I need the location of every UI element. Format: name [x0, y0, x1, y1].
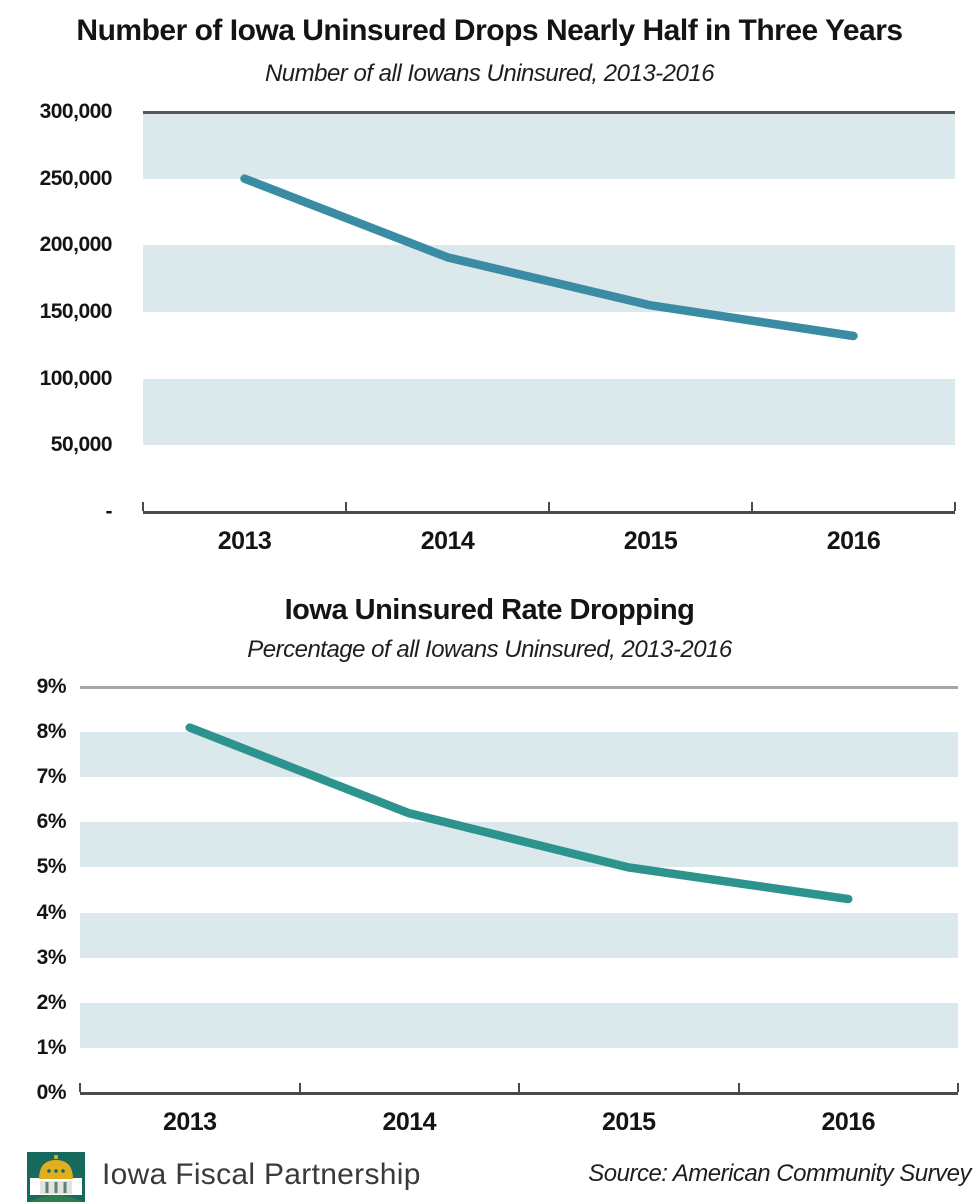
plot-band	[143, 378, 955, 446]
chart2-subtitle: Percentage of all Iowans Uninsured, 2013…	[247, 636, 732, 663]
y-axis-label: 300,000	[39, 100, 113, 123]
y-axis-label: 3%	[36, 945, 67, 969]
x-axis-tick	[298, 1083, 301, 1092]
x-axis-tick	[957, 1083, 959, 1092]
uninsured-count-line	[240, 174, 858, 341]
x-axis-label: 2013	[162, 1108, 217, 1136]
x-axis-tick	[142, 502, 144, 511]
y-axis-label: 50,000	[50, 433, 113, 457]
x-axis-tick	[79, 1083, 81, 1092]
x-axis-tick	[737, 1083, 740, 1092]
y-axis-label: 7%	[36, 765, 67, 789]
y-axis-label: 2%	[36, 990, 67, 1014]
y-axis-label: 250,000	[39, 166, 113, 190]
plot-band	[80, 1002, 958, 1048]
footer-brand-label: Iowa Fiscal Partnership	[102, 1158, 421, 1191]
x-axis-label: 2016	[821, 1108, 876, 1136]
x-axis-label: 2013	[217, 527, 272, 555]
plot-band	[80, 912, 958, 958]
capitol-dome-icon	[27, 1152, 85, 1202]
x-axis-label: 2015	[601, 1108, 656, 1136]
x-axis-tick	[518, 1083, 520, 1092]
x-axis-label: 2015	[623, 527, 678, 555]
chart1-subtitle: Number of all Iowans Uninsured, 2013-201…	[264, 60, 715, 87]
x-axis-line	[80, 1092, 958, 1095]
plot-band	[80, 822, 958, 868]
footer-source-label: Source: American Community Survey	[588, 1160, 971, 1187]
x-axis-label: 2014	[420, 527, 475, 555]
y-axis-label: 8%	[36, 720, 67, 744]
uninsured-rate-line	[185, 723, 853, 904]
x-axis-tick	[751, 502, 753, 511]
y-axis-label: 150,000	[39, 300, 113, 323]
x-axis-tick	[548, 502, 550, 511]
top-gridline	[143, 110, 955, 114]
x-axis-tick	[954, 502, 956, 511]
y-axis-label: 1%	[36, 1035, 67, 1059]
chart2-title: Iowa Uninsured Rate Dropping	[284, 594, 695, 626]
x-axis-line	[143, 511, 955, 514]
x-axis-label: 2016	[826, 527, 881, 555]
plot-band	[143, 112, 955, 179]
y-axis-label: 0%	[36, 1081, 67, 1104]
y-axis-label: 4%	[36, 900, 67, 924]
data-series-line	[185, 723, 853, 904]
y-axis-label: 100,000	[39, 366, 113, 390]
top-gridline	[80, 685, 958, 689]
data-series-line	[240, 174, 858, 341]
y-axis-label: 9%	[36, 675, 67, 698]
y-axis-label: 200,000	[39, 233, 113, 257]
y-axis-label: 6%	[36, 810, 67, 834]
x-axis-label: 2014	[382, 1108, 437, 1136]
y-axis-label: 5%	[36, 855, 67, 879]
y-axis-label: -	[105, 500, 113, 523]
chart1-title: Number of Iowa Uninsured Drops Nearly Ha…	[76, 14, 903, 47]
x-axis-tick	[345, 502, 347, 511]
